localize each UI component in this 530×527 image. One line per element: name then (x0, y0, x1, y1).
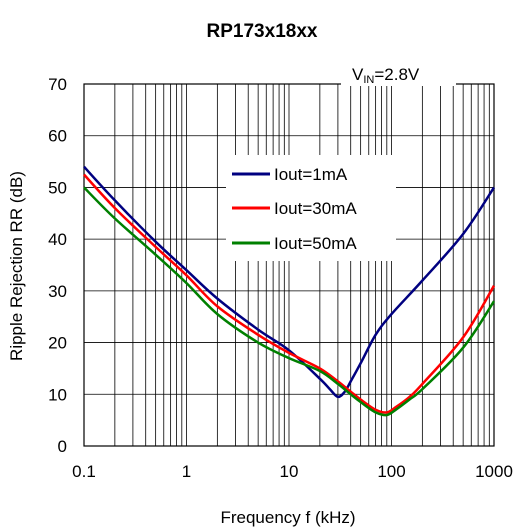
x-axis-label: Frequency f (kHz) (220, 508, 355, 527)
series-line-iout-1ma (83, 165, 496, 399)
condition-prefix: V (352, 65, 364, 84)
series-line-iout-30ma (83, 173, 496, 414)
svg-text:VIN=2.8V: VIN=2.8V (352, 65, 420, 86)
condition-suffix: =2.8V (374, 65, 420, 84)
plot-frame (83, 83, 495, 447)
y-tick-label: 50 (48, 178, 67, 197)
series-line-iout-50ma (83, 186, 496, 417)
condition-subscript: IN (363, 74, 374, 86)
y-tick-label: 40 (48, 230, 67, 249)
y-tick-label: 10 (48, 385, 67, 404)
y-tick-label: 70 (48, 75, 67, 94)
x-tick-label: 0.1 (72, 462, 96, 481)
legend-label-iout-30ma: Iout=30mA (274, 199, 357, 218)
grid (84, 84, 494, 446)
legend-label-iout-1ma: Iout=1mA (274, 165, 348, 184)
y-tick-label: 60 (48, 127, 67, 146)
x-tick-label: 1000 (475, 462, 513, 481)
y-tick-label: 30 (48, 282, 67, 301)
legend: Iout=1mA Iout=30mA Iout=50mA (226, 155, 396, 261)
series-layer (83, 165, 496, 417)
y-tick-label: 0 (58, 437, 67, 456)
x-tick-label: 100 (377, 462, 405, 481)
condition-label: VIN=2.8V (341, 62, 456, 86)
legend-label-iout-50ma: Iout=50mA (274, 234, 357, 253)
chart-title: RP173x18xx (207, 21, 318, 42)
tick-labels: 0.1 1 10 100 1000 0 10 20 30 40 50 60 70 (48, 75, 513, 481)
y-tick-label: 20 (48, 334, 67, 353)
x-tick-label: 10 (280, 462, 299, 481)
y-axis-label: Ripple Rejection RR (dB) (7, 171, 26, 361)
x-tick-label: 1 (182, 462, 191, 481)
